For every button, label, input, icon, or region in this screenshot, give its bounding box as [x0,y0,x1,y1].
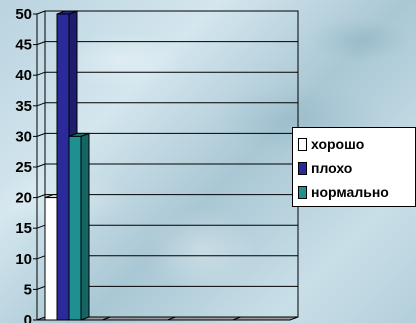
legend-item-1: плохо [298,156,415,180]
chart-floor [36,316,299,321]
legend-swatch-1 [298,161,307,175]
legend-label-0: хорошо [311,136,365,152]
y-tick-label: 35 [15,98,32,115]
legend: хорошо плохо нормально [292,127,416,207]
legend-swatch-0 [298,137,307,151]
y-tick-label: 0 [24,312,32,323]
y-tick-label: 40 [15,67,32,84]
bars-layer [44,10,90,321]
gridline-side [36,71,46,76]
legend-label-1: плохо [311,160,353,176]
gridline-side [36,41,46,46]
x-tick-mark [232,316,241,321]
legend-swatch-2 [298,185,307,199]
gridline-side [36,194,46,199]
gridline-side [36,132,46,137]
y-tick-label: 25 [15,159,32,176]
legend-item-2: нормально [298,180,415,204]
bar-front [44,197,58,321]
bar-side [80,132,90,321]
y-tick-labels: 0 5 10 15 20 25 30 35 40 45 50 [15,6,32,323]
x-tick-mark [102,316,111,321]
y-tick-label: 20 [15,190,32,207]
legend-label-2: нормально [311,184,389,200]
gridline-side [36,163,46,168]
y-tick-label: 30 [15,128,32,145]
legend-item-0: хорошо [298,132,415,156]
bar-front [68,135,82,321]
x-tick-mark [167,316,176,321]
y-tick-label: 15 [15,220,32,237]
y-tick-label: 10 [15,251,32,268]
gridline-side [36,224,46,229]
bar-2-0 [68,132,90,321]
gridline-side [36,10,46,15]
y-tick-label: 5 [24,281,32,298]
gridline-side [36,102,46,107]
gridline-side [36,285,46,290]
y-tick-label: 50 [15,6,32,23]
bar-front [56,13,70,321]
gridline-side [36,255,46,260]
y-tick-label: 45 [15,37,32,54]
